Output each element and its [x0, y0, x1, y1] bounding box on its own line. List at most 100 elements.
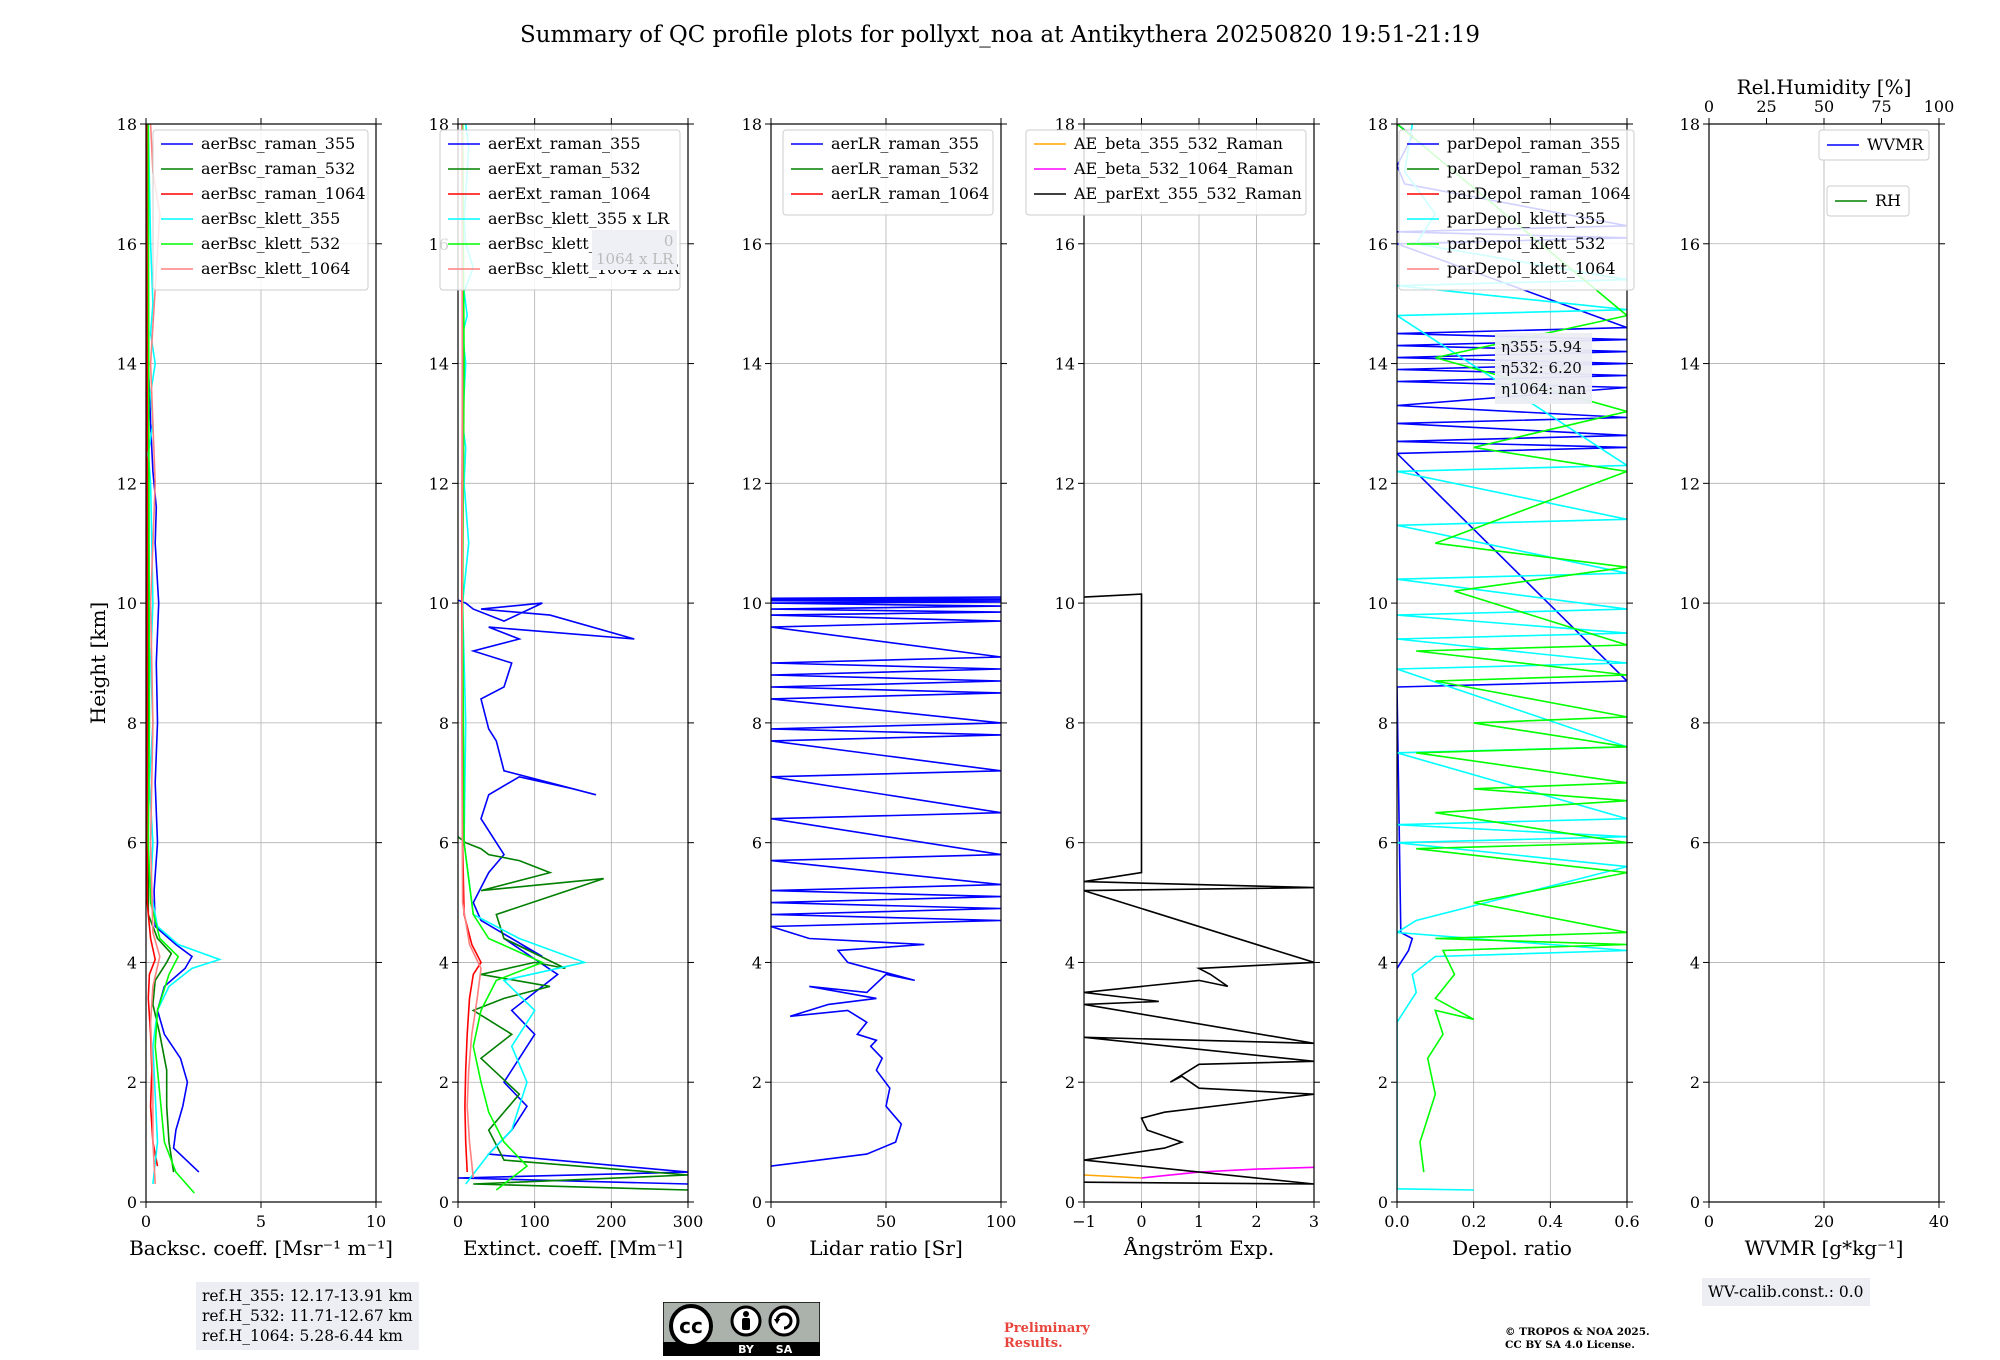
sa-label: SA: [776, 1343, 793, 1356]
x-tick-label: 5: [256, 1212, 266, 1231]
legend-entry: parDepol_klett_355: [1447, 209, 1605, 228]
x-tick-label: 0.0: [1384, 1212, 1409, 1231]
legend-entry: AE_beta_355_532_Raman: [1073, 134, 1283, 153]
y-tick-label: 6: [1065, 834, 1075, 853]
x-tick-label: 0: [766, 1212, 776, 1231]
y-tick-label: 0: [127, 1193, 137, 1212]
y-tick-label: 14: [1680, 355, 1700, 374]
y-tick-label: 4: [1378, 953, 1388, 972]
series-group: [771, 596, 1001, 1167]
y-tick-label: 6: [1378, 834, 1388, 853]
preliminary-line-2: Results.: [1004, 1336, 1063, 1351]
y-tick-label: 4: [1065, 953, 1075, 972]
legend-entry: WVMR: [1867, 135, 1924, 154]
x2-tick-label: 100: [1924, 97, 1955, 116]
x-axis-label: Extinct. coeff. [Mm⁻¹]: [463, 1236, 683, 1260]
x-tick-label: 0.2: [1461, 1212, 1486, 1231]
series-line-aerExt_raman_532: [458, 836, 688, 1191]
y-tick-label: 12: [1680, 474, 1700, 493]
y-tick-label: 10: [1680, 594, 1700, 613]
y-tick-label: 0: [1690, 1193, 1700, 1212]
series-line-parDepol_klett_532: [1397, 124, 1627, 1173]
by-label: BY: [738, 1343, 755, 1356]
panel-6: 0 20 40 0 2 4 6 8 10 12 14 16 18 WVMR [g*kg⁻¹] 0 25 50 75…: [1680, 75, 1955, 1260]
y-tick-label: 10: [742, 594, 762, 613]
y-tick-label: 4: [752, 953, 762, 972]
y-tick-label: 8: [127, 714, 137, 733]
y-tick-label: 4: [127, 953, 137, 972]
y-tick-label: 16: [1055, 235, 1075, 254]
eta-1064: η1064: nan: [1501, 380, 1587, 398]
series-line-AE_parExt_355_532_Raman: [1084, 593, 1314, 1185]
x2-tick-label: 75: [1871, 97, 1891, 116]
x2-axis-label: Rel.Humidity [%]: [1737, 75, 1912, 99]
x-tick-label: 3: [1309, 1212, 1319, 1231]
y-tick-label: 12: [1368, 474, 1388, 493]
series-line-aerBsc_raman_355: [146, 124, 200, 1173]
preliminary-line-1: Preliminary: [1004, 1321, 1090, 1336]
legend-entry: AE_beta_532_1064_Raman: [1073, 159, 1293, 178]
legend-entry: aerBsc_raman_1064: [201, 184, 366, 203]
y-tick-label: 16: [1680, 235, 1700, 254]
ref-height-355: ref.H_355: 12.17-13.91 km: [202, 1287, 413, 1305]
legend-entry: aerBsc_raman_355: [201, 134, 355, 153]
y-tick-label: 10: [1055, 594, 1075, 613]
legend-box: [782, 129, 994, 216]
y-tick-label: 16: [742, 235, 762, 254]
y-axis-label: Height [km]: [86, 602, 110, 724]
legend-entry: aerExt_raman_355: [488, 134, 641, 153]
sa-share-icon: [768, 1305, 800, 1337]
y-tick-label: 18: [1368, 115, 1388, 134]
x-tick-label: 1: [1194, 1212, 1204, 1231]
y-tick-label: 2: [127, 1073, 137, 1092]
y-tick-label: 2: [1378, 1073, 1388, 1092]
x-axis-label: Ångström Exp.: [1123, 1235, 1274, 1260]
legend-entry: aerExt_raman_532: [488, 159, 641, 178]
series-line-aerBsc_klett_532: [147, 124, 195, 1194]
x-tick-label: 0: [141, 1212, 151, 1231]
panel-3: 0 50 100 0 2 4 6 8 10 12 14 16 18 Lidar ratio [Sr] aer…: [742, 115, 1017, 1260]
overlapped-legend-remnant: 0 1064 x LR: [592, 230, 678, 270]
series-line-AE_beta_355_532_Raman: [1084, 1174, 1142, 1179]
legend-entry: aerLR_raman_355: [831, 134, 979, 153]
y-tick-label: 2: [439, 1073, 449, 1092]
legend-entry: aerExt_raman_1064: [488, 184, 651, 203]
cc-icon: [669, 1304, 713, 1348]
series-line-aerBsc_klett_532 x LR: [461, 124, 545, 1191]
series-line-parDepol_klett_355: [1397, 124, 1627, 1191]
legend-entry: AE_parExt_355_532_Raman: [1073, 184, 1302, 203]
y-tick-label: 6: [752, 834, 762, 853]
legend-entry: parDepol_klett_532: [1447, 234, 1605, 253]
copyright-line-1: © TROPOS & NOA 2025.: [1505, 1326, 1650, 1338]
series-line-aerBsc_klett_1064 x LR: [460, 124, 482, 1179]
y-tick-label: 6: [127, 834, 137, 853]
y-tick-label: 18: [429, 115, 449, 134]
legend-entry: aerBsc_raman_532: [201, 159, 355, 178]
y-tick-label: 0: [439, 1193, 449, 1212]
y-tick-label: 10: [429, 594, 449, 613]
y-tick-label: 16: [117, 235, 137, 254]
y-tick-label: 0: [1378, 1193, 1388, 1212]
series-line-AE_beta_532_1064_Raman: [1141, 1166, 1314, 1179]
copyright-line-2: CC BY SA 4.0 License.: [1505, 1339, 1635, 1351]
cc-by-sa-badge: cc BY SA: [663, 1302, 820, 1356]
y-tick-label: 2: [1065, 1073, 1075, 1092]
ghost-text-2: 1064 x LR: [596, 250, 674, 268]
x-tick-label: 0: [1136, 1212, 1146, 1231]
copyright-notice: © TROPOS & NOA 2025. CC BY SA 4.0 Licens…: [1505, 1326, 1650, 1352]
y-tick-label: 12: [429, 474, 449, 493]
plot-frame: [457, 123, 689, 1203]
series-line-aerBsc_raman_1064: [146, 124, 159, 1167]
legend-entry: aerBsc_klett_1064: [201, 259, 350, 278]
y-tick-label: 6: [439, 834, 449, 853]
ghost-text-1: 0: [663, 232, 674, 250]
legend-entry: aerLR_raman_532: [831, 159, 979, 178]
x-tick-label: 100: [519, 1212, 550, 1231]
x-tick-label: 50: [876, 1212, 896, 1231]
x-tick-label: 2: [1251, 1212, 1261, 1231]
x-tick-label: 20: [1814, 1212, 1834, 1231]
y-tick-label: 18: [1055, 115, 1075, 134]
x2-tick-label: 0: [1704, 97, 1714, 116]
x-tick-label: 300: [673, 1212, 704, 1231]
x-tick-label: 200: [596, 1212, 627, 1231]
